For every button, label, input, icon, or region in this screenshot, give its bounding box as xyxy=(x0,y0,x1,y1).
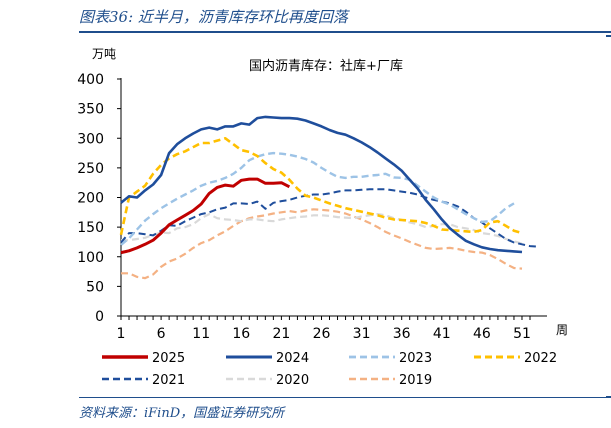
y-axis: 0 50 100 150 200 250 300 350 400 xyxy=(77,72,122,325)
x-tick-label: 46 xyxy=(473,326,491,342)
legend-label-2025: 2025 xyxy=(152,351,185,366)
x-tick-label: 1 xyxy=(117,326,126,342)
y-tick-label: 50 xyxy=(86,279,104,295)
legend-label-2024: 2024 xyxy=(276,351,309,366)
plot-lines xyxy=(119,115,539,280)
series-line-2021 xyxy=(120,188,539,248)
legend-label-2021: 2021 xyxy=(152,373,185,388)
y-tick-label: 400 xyxy=(77,72,104,88)
y-tick-label: 200 xyxy=(77,191,104,207)
x-tick-label: 11 xyxy=(192,326,210,342)
legend: 2025 2024 2023 2022 2021 2020 2019 xyxy=(102,351,557,388)
legend-label-2020: 2020 xyxy=(276,373,309,388)
legend-label-2022: 2022 xyxy=(524,351,557,366)
y-tick-label: 350 xyxy=(77,102,104,118)
series-line-2019 xyxy=(121,208,523,280)
x-tick-label: 16 xyxy=(232,326,250,342)
series-line-2025 xyxy=(120,177,291,255)
footer-divider xyxy=(79,397,611,398)
x-tick-label: 36 xyxy=(393,326,411,342)
x-tick-label: 51 xyxy=(513,326,531,342)
source-note: 资料来源：iFinD，国盛证券研究所 xyxy=(79,406,285,421)
y-tick-label: 0 xyxy=(95,309,104,325)
y-tick-label: 250 xyxy=(77,161,104,177)
x-tick-label: 26 xyxy=(313,326,331,342)
x-tick-label: 31 xyxy=(353,326,371,342)
header-divider xyxy=(79,31,611,33)
series-line-2020 xyxy=(121,213,523,245)
y-axis-label: 万吨 xyxy=(92,47,116,61)
legend-label-2019: 2019 xyxy=(399,373,432,388)
series-line-2023 xyxy=(120,151,515,246)
y-tick-label: 150 xyxy=(77,220,104,236)
x-axis: 1 6 11 16 21 26 31 36 41 46 51 xyxy=(117,315,547,342)
chart-title: 国内沥青库存：社库+厂库 xyxy=(249,58,403,74)
series-line-2024 xyxy=(120,115,523,254)
legend-label-2023: 2023 xyxy=(399,351,432,366)
y-tick-label: 100 xyxy=(77,250,104,266)
figure-header: 图表36: 近半月，沥青库存环比再度回落 xyxy=(0,0,611,34)
x-tick-label: 6 xyxy=(157,326,166,342)
x-axis-label: 周 xyxy=(556,323,568,337)
figure-title: 图表36: 近半月，沥青库存环比再度回落 xyxy=(79,8,348,26)
x-tick-label: 41 xyxy=(433,326,451,342)
x-tick-label: 21 xyxy=(272,326,290,342)
edge-marker-top xyxy=(606,35,611,37)
y-tick-label: 300 xyxy=(77,131,104,147)
series-line-2022 xyxy=(119,137,523,236)
